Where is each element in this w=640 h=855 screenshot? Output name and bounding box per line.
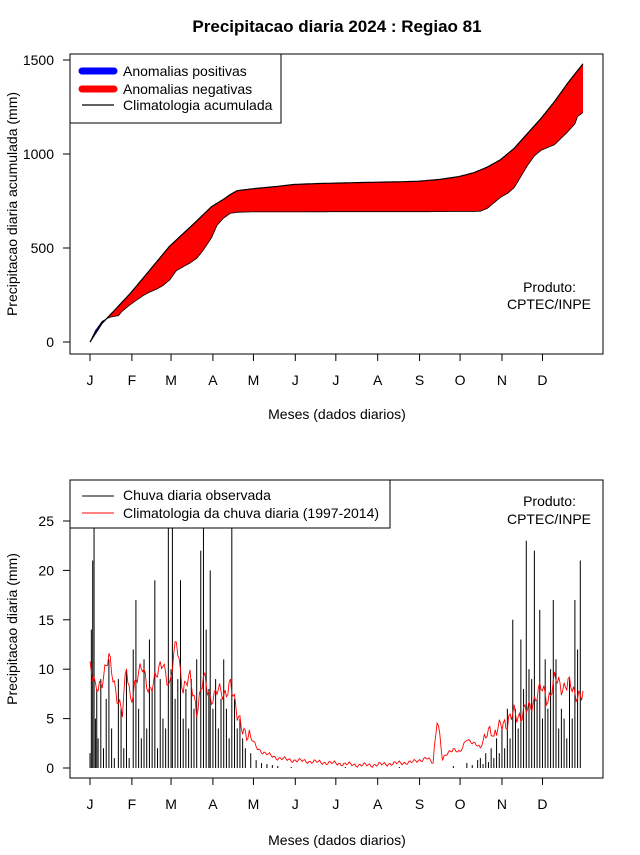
y-axis-bottom: 0 5 10 15 20 25 — [38, 513, 71, 776]
x-tick-label-bottom-0: J — [87, 796, 94, 812]
x-tick-label-bottom-10: N — [497, 796, 507, 812]
x-tick-label-top-6: J — [332, 372, 339, 388]
x-tick-label-bottom-1: F — [128, 796, 137, 812]
x-tick-label-bottom-3: A — [208, 796, 218, 812]
x-tick-label-top-0: J — [87, 372, 94, 388]
cumulative-chart: 0 500 1000 1500 J F M A M J J A S O N D Precipitacao d… — [4, 52, 604, 422]
chart-title: Precipitacao diaria 2024 : Regiao 81 — [192, 17, 481, 36]
negative-anomaly-area-1 — [106, 63, 583, 320]
observed-cumulative-line — [89, 112, 584, 343]
x-tick-label-bottom-9: O — [455, 796, 466, 812]
y-tick-label-top-1000: 1000 — [23, 146, 54, 162]
x-tick-label-bottom-11: D — [537, 796, 547, 812]
x-tick-label-top-8: S — [415, 372, 424, 388]
x-axis-label-top: Meses (dados diarios) — [268, 406, 406, 422]
legend-bottom: Chuva diaria observada Climatologia da c… — [69, 479, 391, 529]
credit-line1-top: Produto: — [523, 279, 576, 295]
y-tick-label-bottom-20: 20 — [38, 562, 54, 578]
x-tick-label-bottom-7: A — [373, 796, 383, 812]
cumulative-lines-layer — [89, 63, 584, 343]
y-tick-label-bottom-15: 15 — [38, 612, 54, 628]
legend-top: Anomalias positivas Anomalias negativas … — [69, 53, 282, 124]
credit-line2-top: CPTEC/INPE — [507, 296, 591, 312]
x-tick-label-top-11: D — [537, 372, 547, 388]
observed-bars-layer — [89, 481, 581, 768]
x-tick-label-bottom-6: J — [332, 796, 339, 812]
x-tick-label-bottom-8: S — [415, 796, 424, 812]
x-tick-label-top-1: F — [128, 372, 137, 388]
x-tick-label-top-10: N — [497, 372, 507, 388]
x-tick-label-top-5: J — [292, 372, 299, 388]
y-axis-label-bottom: Precipitacao diaria (mm) — [4, 553, 20, 705]
y-tick-label-top-0: 0 — [46, 334, 54, 350]
x-tick-label-top-4: M — [248, 372, 260, 388]
y-tick-label-bottom-25: 25 — [38, 513, 54, 529]
daily-climatology-layer — [89, 641, 584, 768]
credit-line1-bottom: Produto: — [523, 493, 576, 509]
legend-label-observed: Chuva diaria observada — [123, 487, 271, 503]
y-tick-label-bottom-10: 10 — [38, 661, 54, 677]
legend-label-positive: Anomalias positivas — [123, 63, 247, 79]
y-axis-top: 0 500 1000 1500 — [23, 52, 71, 350]
y-tick-label-bottom-5: 5 — [46, 711, 54, 727]
x-axis-label-bottom: Meses (dados diarios) — [268, 832, 406, 848]
x-tick-label-bottom-2: M — [165, 796, 177, 812]
y-tick-label-bottom-0: 0 — [46, 760, 54, 776]
y-axis-label-top: Precipitacao diaria acumulada (mm) — [4, 92, 20, 316]
x-tick-label-top-2: M — [165, 372, 177, 388]
credit-line2-bottom: CPTEC/INPE — [507, 511, 591, 527]
x-tick-label-top-9: O — [455, 372, 466, 388]
x-tick-label-bottom-5: J — [292, 796, 299, 812]
daily-climatology-line — [89, 641, 584, 768]
y-tick-label-top-500: 500 — [31, 240, 55, 256]
x-tick-label-top-7: A — [373, 372, 383, 388]
legend-label-climatology: Climatologia acumulada — [123, 97, 273, 113]
climatology-cumulative-line — [89, 63, 584, 343]
daily-chart: 0 5 10 15 20 25 J F M A M J J A S O N D Precipitacao dia… — [4, 479, 604, 848]
negative-anomaly-layer — [106, 63, 583, 320]
legend-label-negative: Anomalias negativas — [123, 81, 252, 97]
x-tick-label-top-3: A — [208, 372, 218, 388]
legend-label-daily-climatology: Climatologia da chuva diaria (1997-2014) — [123, 505, 379, 521]
x-tick-label-bottom-4: M — [248, 796, 260, 812]
legend-box-bottom — [69, 479, 391, 529]
y-tick-label-top-1500: 1500 — [23, 52, 54, 68]
